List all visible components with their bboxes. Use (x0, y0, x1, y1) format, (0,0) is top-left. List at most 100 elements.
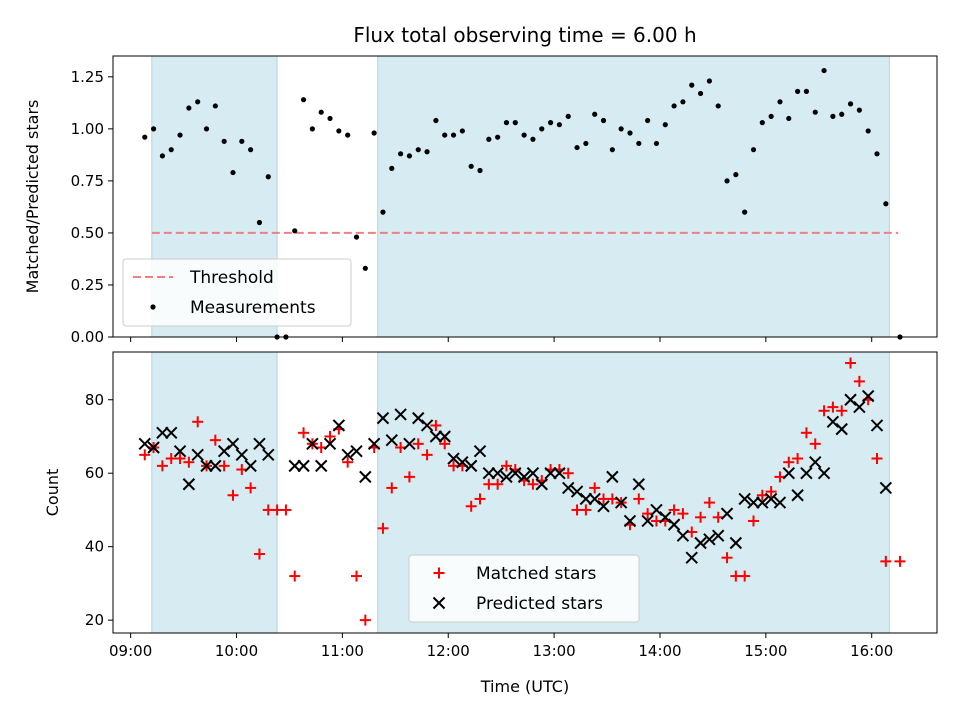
measurement-point (706, 78, 712, 84)
measurement-point (212, 103, 218, 109)
measurement-point (195, 99, 201, 105)
measurement-point (565, 113, 571, 119)
measurement-point (539, 126, 545, 132)
predicted-star-point (323, 437, 337, 451)
predicted-star-point (817, 467, 831, 480)
measurement-point (627, 130, 633, 136)
predicted-star-point (861, 389, 875, 403)
measurement-point (600, 117, 607, 124)
predicted-star-point (341, 448, 354, 462)
predicted-star-point (376, 411, 390, 425)
predicted-star-point (200, 459, 213, 473)
measurement-point (371, 130, 377, 136)
predicted-star-point (464, 459, 478, 473)
matched-star-point (818, 405, 830, 417)
measurement-point (583, 140, 589, 147)
predicted-star-point (606, 470, 619, 484)
matched-star-point (580, 504, 592, 516)
measurement-point (618, 126, 624, 132)
matched-star-point (686, 526, 698, 538)
matched-star-point (395, 442, 407, 454)
legend-box (122, 258, 352, 327)
measurement-point (830, 113, 836, 119)
top-axes-frame (112, 55, 938, 338)
measurement-point (248, 147, 254, 153)
predicted-star-point (447, 452, 460, 465)
matched-star-point (359, 614, 371, 626)
matched-star-point (642, 508, 654, 520)
predicted-star-point (314, 459, 328, 473)
matched-star-point (227, 489, 239, 501)
matched-star-point (589, 482, 601, 494)
measurement-point (883, 201, 889, 207)
measurement-point (609, 147, 615, 153)
matched-star-point (174, 453, 186, 465)
measurement-point (803, 88, 810, 94)
x-tick-label: 16:00 (850, 642, 893, 660)
matched-star-point (871, 453, 883, 465)
measurement-point (265, 174, 271, 180)
measurement-point (150, 126, 157, 132)
measurement-point (336, 128, 342, 134)
measurement-point (786, 115, 792, 122)
predicted-star-point (703, 533, 716, 546)
matched-star-point (562, 467, 574, 479)
predicted-star-point (429, 430, 443, 443)
measurement-point (495, 134, 501, 140)
x-tick-label: 14:00 (638, 642, 681, 660)
predicted-star-point (438, 430, 451, 443)
matched-star-point (695, 511, 707, 523)
measurement-point (300, 97, 307, 103)
measurement-point (168, 147, 174, 153)
measurement-point (468, 163, 474, 169)
predicted-star-point (738, 492, 751, 506)
measurement-point (398, 151, 404, 157)
matched-star-point (836, 405, 848, 417)
x-tick-label: 09:00 (109, 642, 152, 660)
matched-star-point (439, 438, 451, 450)
predicted-star-point (570, 485, 584, 498)
predicted-star-point (641, 514, 654, 528)
measurement-point (230, 169, 236, 176)
measurement-point (662, 122, 668, 128)
matched-star-point (492, 478, 504, 490)
bottom-axes-frame (112, 351, 938, 634)
measurement-point (477, 167, 483, 174)
x-tick-label: 12:00 (427, 642, 470, 660)
x-tick-label: 15:00 (744, 642, 787, 660)
matched-star-point (747, 515, 759, 527)
legend-predicted-label: Predicted stars (476, 594, 603, 614)
y-tick-label: 0.00 (71, 328, 104, 346)
matched-star-point (412, 438, 424, 450)
measurement-point (671, 103, 677, 109)
measurement-point (680, 99, 686, 105)
predicted-star-point (694, 536, 707, 550)
y-tick-label: 80 (85, 391, 104, 409)
measurement-point (777, 99, 783, 105)
measurement-point (821, 67, 827, 74)
predicted-star-point (226, 437, 240, 451)
predicted-star-point (597, 500, 610, 513)
predicted-star-point (350, 444, 363, 458)
matched-star-point (668, 504, 680, 516)
predicted-star-point (782, 467, 795, 480)
measurement-point (715, 103, 721, 109)
x-axis-label: Time (UTC) (480, 677, 569, 696)
measurement-point (318, 109, 324, 115)
matched-star-point (845, 357, 857, 369)
predicted-star-point (456, 455, 469, 469)
matched-star-point (527, 478, 539, 490)
predicted-star-point (650, 503, 663, 517)
predicted-star-point (412, 411, 425, 425)
predicted-star-point (853, 400, 866, 414)
top-y-axis-label: Matched/Predicted stars (23, 100, 42, 294)
measurement-point (636, 140, 642, 147)
measurement-point (521, 132, 527, 138)
predicted-star-point (659, 511, 672, 524)
measurement-point (486, 136, 492, 142)
predicted-star-point (870, 419, 884, 432)
measurement-point (327, 115, 333, 122)
predicted-star-point (191, 448, 204, 462)
predicted-star-point (879, 481, 893, 495)
